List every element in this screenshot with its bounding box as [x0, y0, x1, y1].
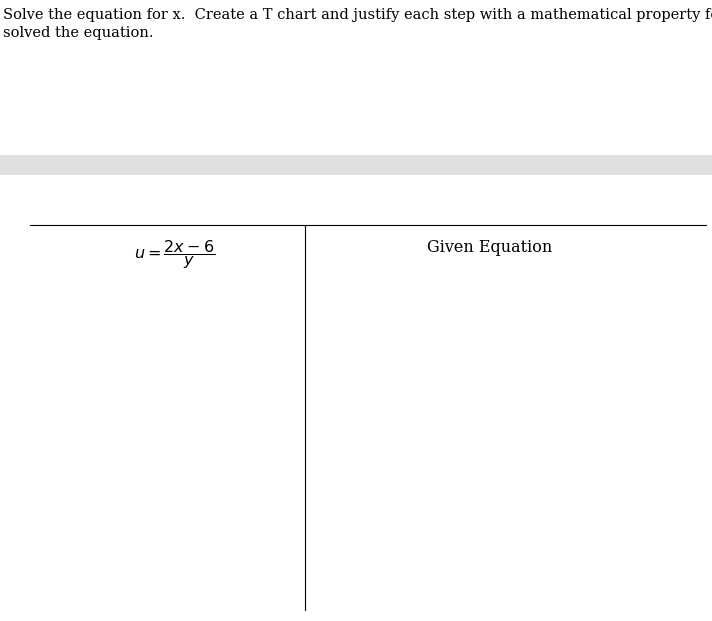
Text: solved the equation.: solved the equation.: [3, 26, 154, 40]
Text: Given Equation: Given Equation: [427, 240, 553, 256]
Text: $u = \dfrac{2x - 6}{y}$: $u = \dfrac{2x - 6}{y}$: [135, 238, 216, 271]
Bar: [0, 155, 712, 175]
Text: Solve the equation for x.  Create a T chart and justify each step with a mathema: Solve the equation for x. Create a T cha…: [3, 8, 712, 22]
